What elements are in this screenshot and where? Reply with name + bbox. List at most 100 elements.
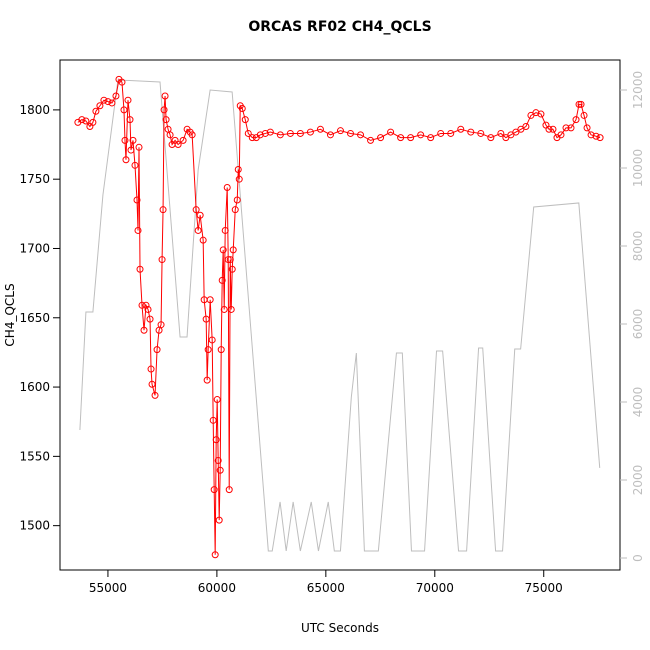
- data-point: [206, 296, 214, 304]
- data-point: [134, 226, 142, 234]
- data-point: [276, 131, 284, 139]
- data-point: [129, 136, 137, 144]
- data-point: [221, 226, 229, 234]
- data-point: [210, 486, 218, 494]
- data-point: [583, 124, 591, 132]
- y-tick-label: 1500: [19, 519, 50, 533]
- data-point: [532, 109, 540, 117]
- y2-tick-label: 4000: [631, 387, 645, 418]
- data-point: [142, 301, 150, 309]
- data-point: [192, 206, 200, 214]
- data-point: [326, 131, 334, 139]
- data-point: [147, 365, 155, 373]
- data-point: [296, 129, 304, 137]
- data-point: [306, 128, 314, 136]
- data-point: [549, 125, 557, 133]
- data-point: [216, 466, 224, 474]
- data-point: [256, 131, 264, 139]
- data-point: [135, 143, 143, 151]
- data-point: [219, 246, 227, 254]
- data-point: [467, 128, 475, 136]
- y-axis-label: CH4_QCLS: [3, 283, 17, 346]
- data-point: [161, 92, 169, 100]
- data-point: [120, 106, 128, 114]
- data-point: [124, 96, 132, 104]
- data-point: [188, 131, 196, 139]
- x-axis-label: UTC Seconds: [301, 621, 379, 635]
- data-point: [104, 98, 112, 106]
- data-point: [241, 116, 249, 124]
- data-point: [118, 78, 126, 86]
- data-point: [592, 132, 600, 140]
- data-point: [108, 99, 116, 107]
- data-point: [497, 129, 505, 137]
- data-point: [127, 146, 135, 154]
- data-point: [199, 236, 207, 244]
- data-point: [146, 315, 154, 323]
- data-point: [215, 516, 223, 524]
- data-point: [131, 161, 139, 169]
- data-point: [122, 156, 130, 164]
- data-point: [248, 134, 256, 142]
- data-point: [162, 116, 170, 124]
- y-tick-label: 1550: [19, 449, 50, 463]
- data-point: [138, 301, 146, 309]
- data-point: [133, 196, 141, 204]
- data-point: [234, 165, 242, 173]
- data-point: [121, 136, 129, 144]
- plot-frame: [59, 59, 621, 571]
- data-point: [96, 102, 104, 110]
- y-tick-label: 1650: [19, 311, 50, 325]
- data-point: [214, 457, 222, 465]
- data-point: [92, 107, 100, 115]
- data-point: [204, 346, 212, 354]
- data-point: [112, 92, 120, 100]
- data-point: [367, 136, 375, 144]
- chart-title: ORCAS RF02 CH4_QCLS: [248, 19, 431, 35]
- x-tick-label: 65000: [307, 581, 345, 595]
- data-point: [140, 326, 148, 334]
- series-line: [77, 78, 601, 555]
- data-point: [477, 129, 485, 137]
- data-point: [572, 116, 580, 124]
- data-point: [203, 376, 211, 384]
- data-point: [377, 134, 385, 142]
- y-tick-label: 1700: [19, 241, 50, 255]
- y2-tick-label: 8000: [631, 231, 645, 262]
- data-point: [196, 211, 204, 219]
- data-point: [224, 256, 232, 264]
- y2-tick-label: 10000: [631, 149, 645, 187]
- data-point: [522, 123, 530, 131]
- data-point: [261, 129, 269, 137]
- data-point: [82, 117, 90, 125]
- data-point: [397, 134, 405, 142]
- x-tick-label: 55000: [89, 581, 127, 595]
- data-point: [575, 100, 583, 108]
- data-point: [208, 336, 216, 344]
- y2-tick-label: 2000: [631, 465, 645, 496]
- data-point: [158, 256, 166, 264]
- y2-tick-label: 12000: [631, 71, 645, 109]
- data-point: [238, 105, 246, 113]
- data-point: [487, 134, 495, 142]
- data-point: [223, 184, 231, 191]
- data-point: [174, 141, 182, 149]
- data-point: [417, 131, 425, 139]
- data-point: [78, 116, 86, 124]
- data-point: [226, 256, 234, 264]
- data-point: [235, 175, 243, 183]
- data-point: [166, 131, 174, 139]
- y-tick-label: 1750: [19, 172, 50, 186]
- data-point: [211, 551, 219, 559]
- data-point: [126, 116, 134, 124]
- data-point: [577, 100, 585, 108]
- data-point: [202, 315, 210, 323]
- data-point: [151, 391, 159, 399]
- data-point: [447, 129, 455, 137]
- data-point: [100, 96, 108, 104]
- data-point: [159, 206, 167, 214]
- data-point: [266, 128, 274, 136]
- data-point: [562, 124, 570, 132]
- data-point: [212, 436, 220, 444]
